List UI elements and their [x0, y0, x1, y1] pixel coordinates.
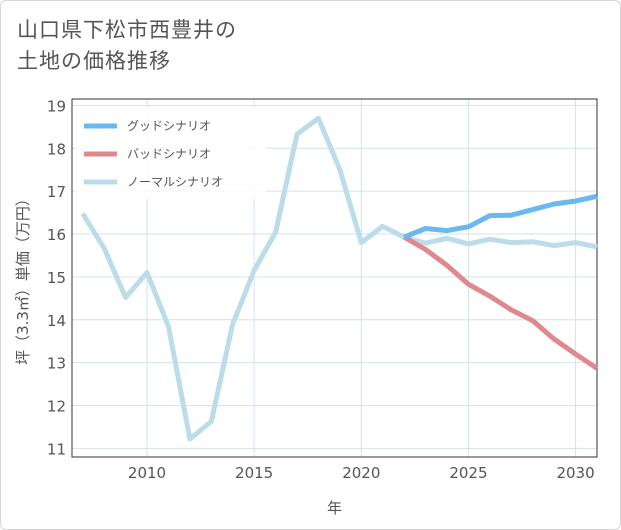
- y-tick-label: 19: [47, 97, 66, 115]
- x-tick-label: 2030: [556, 464, 594, 482]
- x-tick-label: 2010: [128, 464, 166, 482]
- x-tick-label: 2025: [449, 464, 487, 482]
- y-tick-label: 11: [47, 440, 66, 458]
- y-axis-title: 坪（3.3㎡）単価（万円）: [14, 191, 32, 365]
- chart-title: 山口県下松市西豊井の 土地の価格推移: [17, 15, 237, 77]
- legend-label: ノーマルシナリオ: [127, 175, 223, 189]
- series-line-1: [402, 234, 599, 371]
- legend-label: バッドシナリオ: [127, 147, 211, 161]
- chart-title-line2: 土地の価格推移: [17, 49, 171, 73]
- y-tick-label: 13: [47, 355, 66, 373]
- y-tick-label: 18: [47, 140, 66, 158]
- x-tick-label: 2015: [235, 464, 273, 482]
- y-tick-label: 12: [47, 398, 66, 416]
- plot-frame: [71, 98, 598, 458]
- y-tick-label: 14: [47, 312, 66, 330]
- series-line-2: [80, 115, 598, 442]
- x-tick-label: 2020: [342, 464, 380, 482]
- y-tick-label: 16: [47, 226, 66, 244]
- x-axis-title: 年: [327, 499, 342, 517]
- series-line-0: [403, 193, 598, 240]
- y-tick-label: 15: [47, 269, 66, 287]
- chart-title-line1: 山口県下松市西豊井の: [17, 18, 237, 42]
- y-tick-label: 17: [47, 183, 66, 201]
- legend-label: グッドシナリオ: [127, 119, 211, 133]
